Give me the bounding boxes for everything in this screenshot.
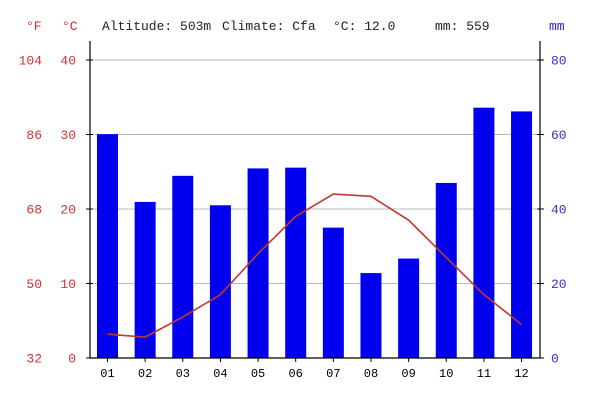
svg-text:30: 30 — [60, 128, 76, 143]
svg-text:40: 40 — [60, 54, 76, 69]
svg-text:86: 86 — [26, 128, 42, 143]
svg-text:20: 20 — [60, 203, 76, 218]
svg-text:05: 05 — [251, 367, 265, 381]
svg-text:07: 07 — [326, 367, 340, 381]
svg-text:03: 03 — [176, 367, 190, 381]
svg-text:60: 60 — [551, 128, 567, 143]
svg-text:01: 01 — [100, 367, 114, 381]
svg-text:50: 50 — [26, 277, 42, 292]
svg-text:04: 04 — [213, 367, 227, 381]
svg-text:09: 09 — [401, 367, 415, 381]
svg-text:06: 06 — [288, 367, 302, 381]
svg-text:10: 10 — [60, 277, 76, 292]
svg-text:80: 80 — [551, 54, 567, 69]
svg-text:0: 0 — [551, 352, 559, 367]
svg-text:20: 20 — [551, 277, 567, 292]
svg-text:40: 40 — [551, 203, 567, 218]
svg-text:0: 0 — [68, 352, 76, 367]
svg-text:12: 12 — [514, 367, 528, 381]
svg-text:32: 32 — [26, 352, 42, 367]
svg-text:02: 02 — [138, 367, 152, 381]
svg-text:68: 68 — [26, 203, 42, 218]
svg-text:11: 11 — [477, 367, 491, 381]
svg-text:104: 104 — [19, 54, 43, 69]
svg-text:08: 08 — [364, 367, 378, 381]
svg-text:10: 10 — [439, 367, 453, 381]
